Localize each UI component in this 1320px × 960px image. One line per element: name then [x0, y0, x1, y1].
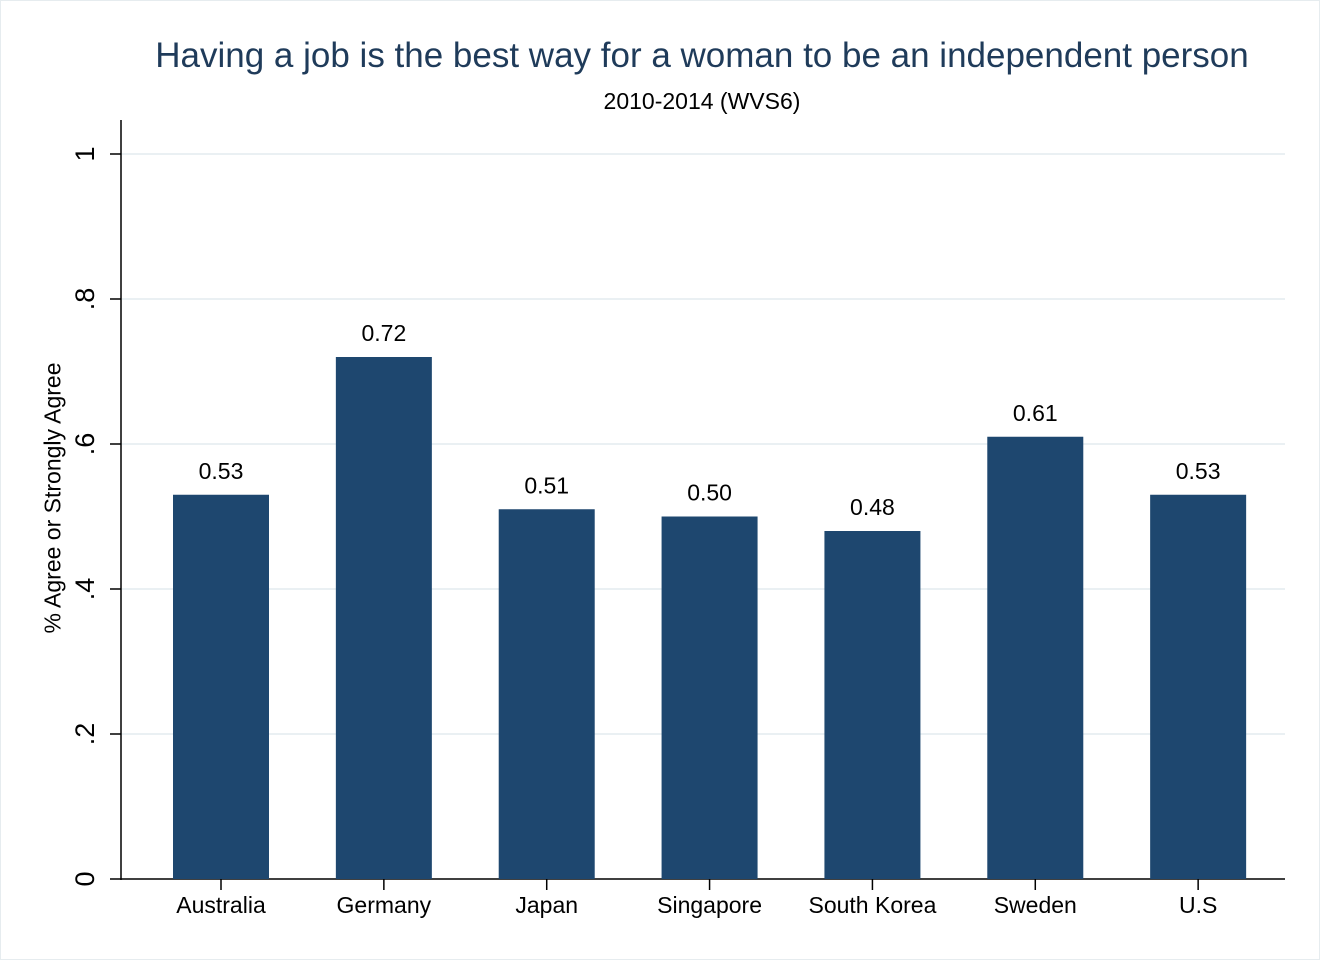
y-tick-label: .8: [70, 288, 100, 311]
bars: [173, 357, 1247, 879]
bar-value-label: 0.61: [1013, 400, 1058, 426]
y-tick-label: .6: [70, 433, 100, 456]
x-tick-label: Germany: [337, 892, 432, 918]
bar-sweden: [987, 436, 1084, 879]
bar-germany: [335, 357, 432, 879]
bar-singapore: [661, 516, 758, 879]
y-tick-label: .4: [70, 578, 100, 601]
bar-value-label: 0.53: [199, 458, 244, 484]
bar-value-label: 0.72: [361, 320, 406, 346]
bar-u-s: [1150, 494, 1247, 879]
chart-subtitle: 2010-2014 (WVS6): [603, 88, 801, 114]
x-tick-label: U.S: [1179, 892, 1217, 918]
labels: 0 .2 .4 .6 .8 1 Australia 0.53 Germany 0.72 Japan 0…: [70, 146, 1221, 918]
x-tick-label: Singapore: [657, 892, 762, 918]
y-tick-label: 1: [70, 146, 100, 161]
x-tick-label: Sweden: [994, 892, 1077, 918]
y-tick-label: 0: [70, 871, 100, 886]
x-tick-label: South Korea: [808, 892, 936, 918]
bar-value-label: 0.51: [524, 472, 569, 498]
x-tick-label: Australia: [176, 892, 266, 918]
bar-value-label: 0.48: [850, 494, 895, 520]
chart-title: Having a job is the best way for a woman…: [155, 36, 1249, 75]
bar-south-korea: [824, 531, 921, 879]
bar-japan: [498, 509, 595, 879]
bar-value-label: 0.53: [1176, 458, 1221, 484]
y-tick-label: .2: [70, 723, 100, 746]
bar-australia: [173, 494, 269, 879]
x-tick-label: Japan: [515, 892, 578, 918]
bar-value-label: 0.50: [687, 480, 732, 506]
